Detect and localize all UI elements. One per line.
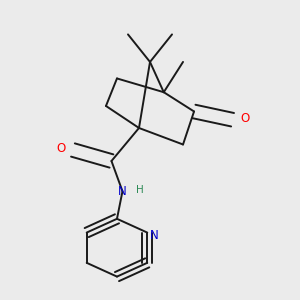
Text: N: N	[118, 185, 127, 198]
Text: O: O	[56, 142, 65, 155]
Text: N: N	[150, 229, 158, 242]
Text: O: O	[240, 112, 250, 125]
Text: H: H	[136, 185, 143, 195]
